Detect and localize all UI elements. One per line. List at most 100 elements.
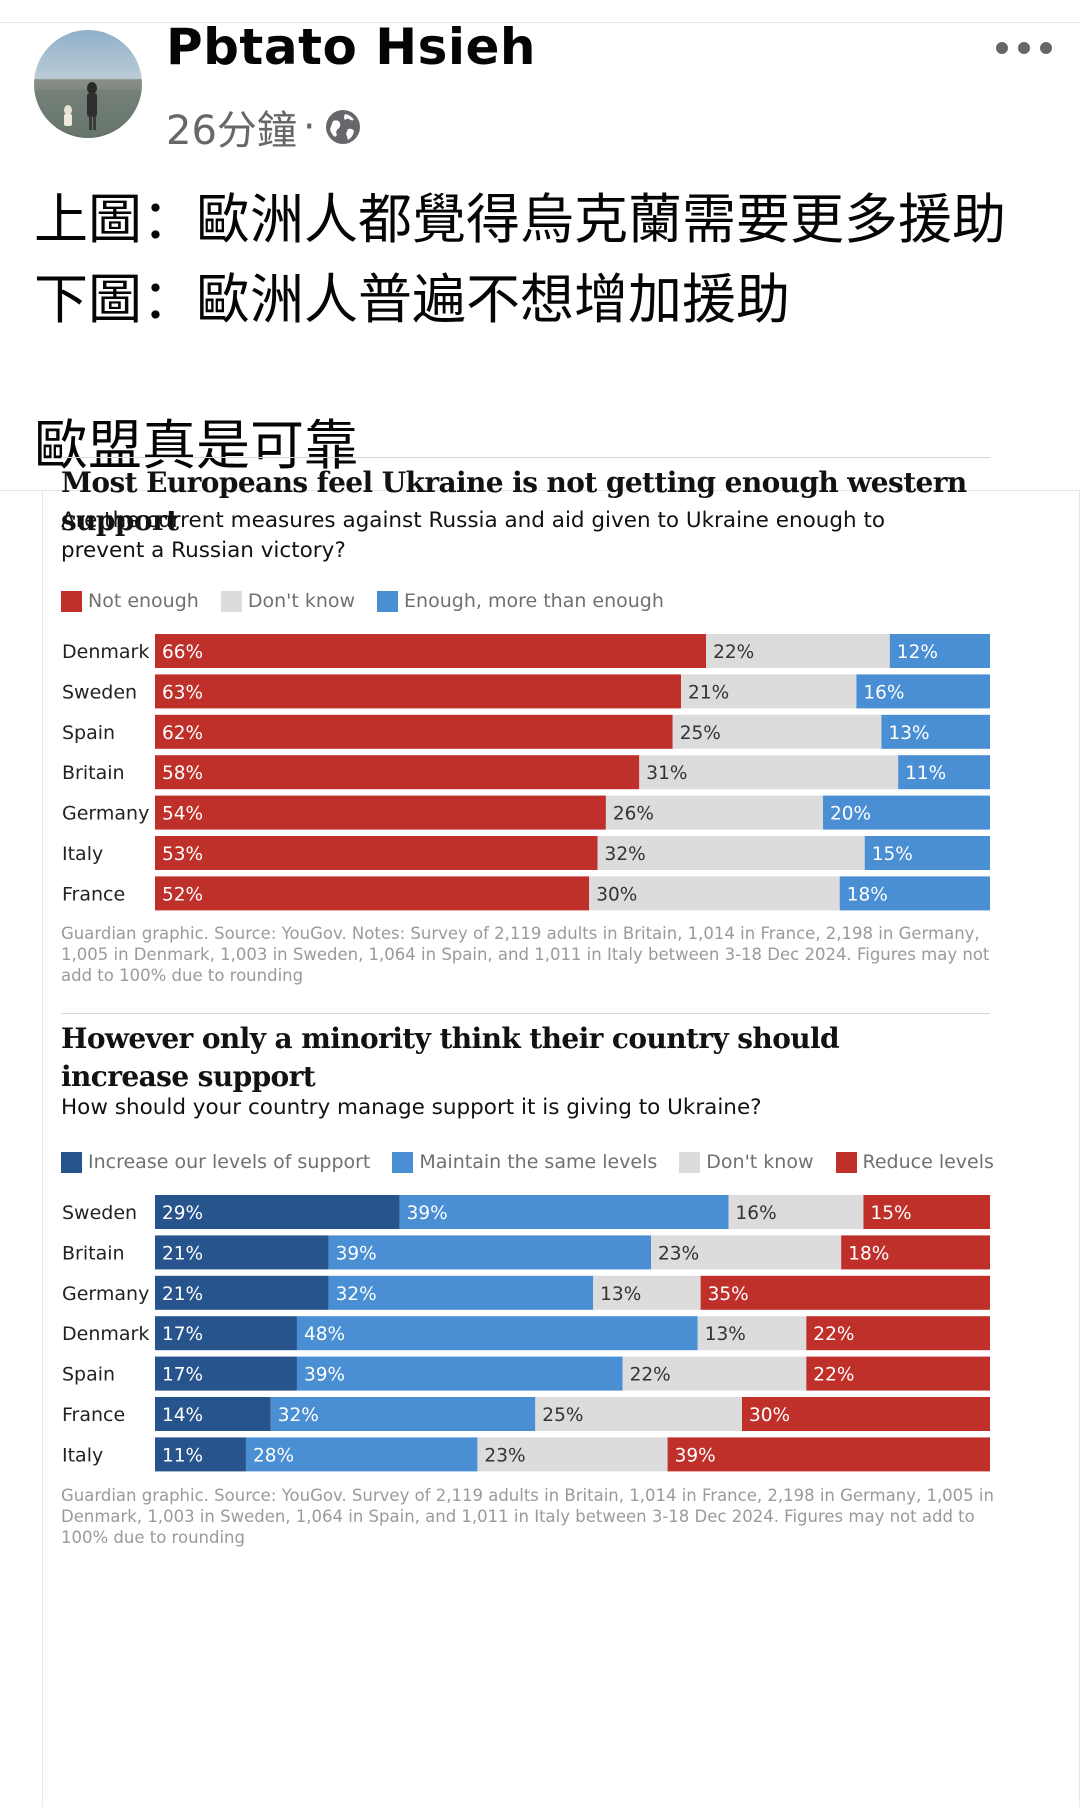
bar-france-enough-more-than-enough <box>839 876 990 911</box>
legend-item-increase-our-levels-of-support: Increase our levels of support <box>61 1151 370 1173</box>
post-header: Pbtato Hsieh 26分鐘 · <box>0 0 1080 160</box>
bar-britain-increase-our-levels-of-support <box>155 1235 329 1270</box>
bar-sweden-reduce-levels <box>863 1195 990 1229</box>
bar-france-increase-our-levels-of-support <box>155 1397 271 1431</box>
more-options-button[interactable] <box>996 34 1052 62</box>
legend-item-maintain-the-same-levels: Maintain the same levels <box>392 1151 657 1173</box>
globe-icon <box>324 108 362 146</box>
bar-denmark-don-t-know <box>697 1316 807 1351</box>
bar-spain-don-t-know <box>622 1356 807 1391</box>
author-name[interactable]: Pbtato Hsieh <box>166 18 536 76</box>
data-label-france-not-enough: 52% <box>162 884 203 905</box>
bar-denmark-not-enough <box>155 634 707 668</box>
data-label-italy-don-t-know: 23% <box>484 1445 525 1466</box>
bar-britain-not-enough <box>155 755 640 790</box>
data-label-spain-maintain-the-same-levels: 39% <box>304 1365 345 1386</box>
legend-item-don-t-know: Don't know <box>220 590 356 612</box>
chart-2-bars: Sweden 29% 39% 16% 15% Britain 21% 39% 23% 18% Ger… <box>62 1195 990 1472</box>
legend-label: Increase our levels of support <box>88 1151 371 1173</box>
data-label-denmark-maintain-the-same-levels: 48% <box>304 1324 345 1345</box>
data-label-germany-increase-our-levels-of-support: 21% <box>162 1284 203 1305</box>
post-line-2: 下圖：歐洲人普遍不想增加援助 <box>34 268 790 331</box>
bar-sweden-increase-our-levels-of-support <box>155 1195 400 1229</box>
legend-label: Don't know <box>247 590 356 612</box>
post-text: 上圖：歐洲人都覺得烏克蘭需要更多援助 下圖：歐洲人普遍不想增加援助 歐盟真是可靠 <box>34 180 1064 486</box>
chart-1-subtitle: Are the current measures against Russia … <box>61 508 886 563</box>
bar-france-maintain-the-same-levels <box>270 1397 536 1431</box>
category-label-britain: Britain <box>62 762 125 784</box>
data-label-france-maintain-the-same-levels: 32% <box>278 1405 319 1426</box>
data-label-sweden-don-t-know: 16% <box>736 1203 777 1224</box>
legend-label: Maintain the same levels <box>419 1151 658 1173</box>
legend-label: Don't know <box>706 1151 814 1173</box>
legend-item-not-enough: Not enough <box>61 590 199 612</box>
data-label-italy-enough-more-than-enough: 15% <box>872 844 913 865</box>
chart-1-title: Most Europeans feel Ukraine is not getti… <box>61 466 967 537</box>
bar-denmark-reduce-levels <box>806 1316 990 1351</box>
data-label-germany-not-enough: 54% <box>162 804 203 825</box>
bar-spain-enough-more-than-enough <box>881 714 990 749</box>
bar-spain-not-enough <box>155 714 673 749</box>
meta-separator: · <box>302 104 316 150</box>
bar-germany-maintain-the-same-levels <box>328 1275 594 1310</box>
post-time[interactable]: 26分鐘 <box>166 108 297 154</box>
legend-swatch <box>679 1151 701 1173</box>
bar-britain-don-t-know <box>639 755 899 790</box>
bar-italy-enough-more-than-enough <box>864 836 990 870</box>
post-image[interactable]: Most Europeans feel Ukraine is not getti… <box>0 457 1080 1807</box>
data-label-germany-don-t-know: 13% <box>600 1284 641 1305</box>
data-label-denmark-don-t-know: 13% <box>705 1324 746 1345</box>
legend-swatch <box>61 590 82 612</box>
post-line-1: 上圖：歐洲人都覺得烏克蘭需要更多援助 <box>34 188 1006 251</box>
category-label-france: France <box>62 883 125 905</box>
chart-2-note: Guardian graphic. Source: YouGov. Survey… <box>61 1486 994 1547</box>
bar-spain-increase-our-levels-of-support <box>155 1356 297 1391</box>
category-label-italy: Italy <box>62 843 103 865</box>
bar-spain-reduce-levels <box>806 1356 990 1391</box>
bar-italy-don-t-know <box>477 1437 668 1472</box>
category-label-france: France <box>62 1404 125 1426</box>
category-label-sweden: Sweden <box>62 681 137 703</box>
data-label-denmark-increase-our-levels-of-support: 17% <box>162 1324 203 1345</box>
data-label-britain-maintain-the-same-levels: 39% <box>336 1243 377 1264</box>
data-label-sweden-don-t-know: 21% <box>688 682 729 703</box>
category-label-spain: Spain <box>62 722 115 744</box>
data-label-britain-increase-our-levels-of-support: 21% <box>162 1243 203 1264</box>
data-label-britain-don-t-know: 23% <box>658 1243 699 1264</box>
legend-item-reduce-levels: Reduce levels <box>835 1151 994 1173</box>
legend-label: Not enough <box>88 590 199 612</box>
bar-denmark-don-t-know <box>706 634 890 668</box>
category-label-spain: Spain <box>62 1364 115 1386</box>
bar-britain-don-t-know <box>651 1235 842 1270</box>
bar-italy-don-t-know <box>597 836 865 870</box>
data-label-france-increase-our-levels-of-support: 14% <box>162 1405 203 1426</box>
bar-denmark-enough-more-than-enough <box>889 634 990 668</box>
chart-2-subtitle: How should your country manage support i… <box>61 1095 762 1120</box>
data-label-spain-don-t-know: 22% <box>630 1365 671 1386</box>
bar-germany-don-t-know <box>593 1275 701 1310</box>
bar-sweden-don-t-know <box>681 674 857 709</box>
legend-label: Reduce levels <box>862 1151 994 1173</box>
category-label-germany: Germany <box>62 803 149 825</box>
chart-1-legend: Not enough Don't know Enough, more than en… <box>61 588 686 614</box>
data-label-france-don-t-know: 25% <box>542 1405 583 1426</box>
category-label-britain: Britain <box>62 1242 125 1264</box>
legend-swatch <box>835 1151 857 1173</box>
data-label-france-enough-more-than-enough: 18% <box>847 884 888 905</box>
legend-swatch <box>61 1151 82 1173</box>
avatar[interactable] <box>34 30 142 138</box>
bar-denmark-maintain-the-same-levels <box>296 1316 698 1351</box>
data-label-spain-not-enough: 62% <box>162 723 203 744</box>
data-label-germany-maintain-the-same-levels: 32% <box>336 1284 377 1305</box>
data-label-sweden-increase-our-levels-of-support: 29% <box>162 1203 203 1224</box>
data-label-britain-enough-more-than-enough: 11% <box>905 763 946 784</box>
bar-sweden-enough-more-than-enough <box>856 674 990 709</box>
data-label-spain-reduce-levels: 22% <box>813 1365 854 1386</box>
category-label-italy: Italy <box>62 1444 103 1466</box>
data-label-britain-reduce-levels: 18% <box>848 1243 889 1264</box>
data-label-italy-don-t-know: 32% <box>605 844 646 865</box>
data-label-germany-reduce-levels: 35% <box>708 1284 749 1305</box>
data-label-italy-increase-our-levels-of-support: 11% <box>162 1445 203 1466</box>
bar-spain-maintain-the-same-levels <box>296 1356 623 1391</box>
legend-swatch <box>377 590 399 612</box>
